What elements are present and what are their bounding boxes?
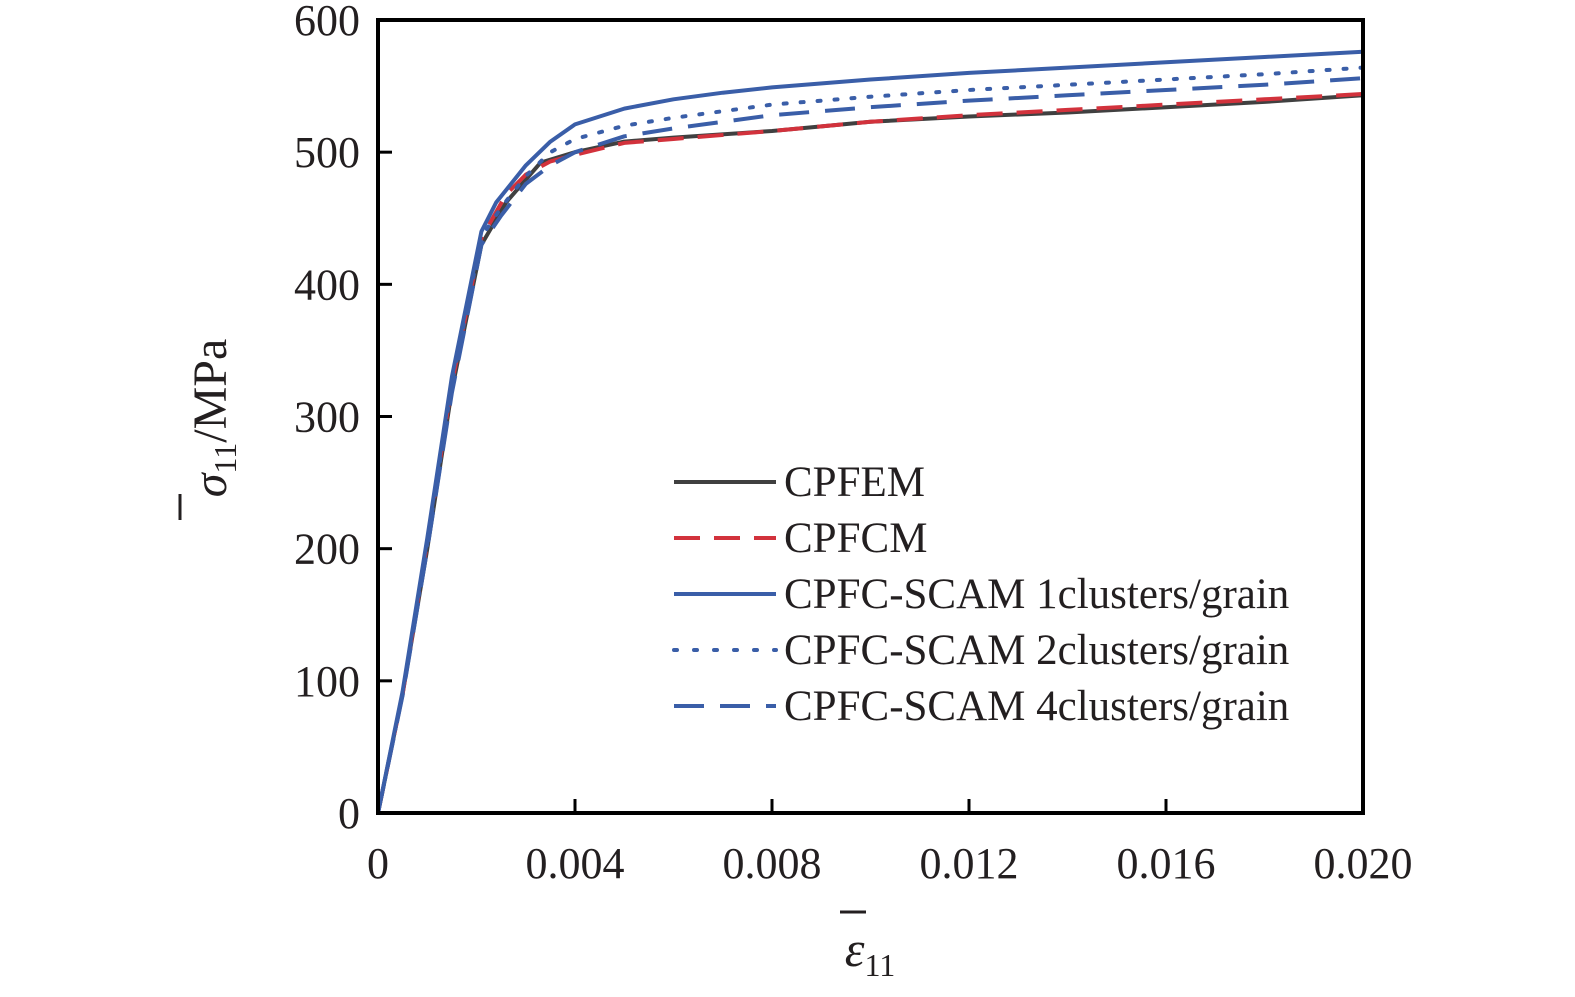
series-layer: [376, 49, 1365, 815]
legend: CPFEM CPFCM CPFC-SCAM 1clusters/grain CPFC-…: [672, 459, 1289, 730]
x-tick-label: 0.008: [723, 839, 822, 888]
y-axis-ticks: 0 100 200 300 400 500 600: [294, 0, 392, 838]
y-tick-label: 300: [294, 393, 360, 442]
x-tick-label: 0.012: [920, 839, 1019, 888]
y-tick-label: 0: [338, 789, 360, 838]
legend-label-1: CPFEM: [784, 459, 925, 506]
legend-label-3: CPFC-SCAM 1clusters/grain: [784, 571, 1289, 618]
series-line-4: [376, 65, 1365, 815]
x-axis-subscript: 11: [864, 947, 895, 983]
y-tick-label: 600: [294, 0, 360, 45]
y-axis-title: σ11/MPa: [178, 339, 243, 520]
y-tick-label: 400: [294, 260, 360, 309]
x-tick-label: 0.004: [526, 839, 625, 888]
series-line-5: [376, 76, 1364, 814]
y-axis-symbol: σ: [184, 471, 237, 497]
legend-label-4: CPFC-SCAM 2clusters/grain: [784, 627, 1289, 674]
plot-frame: [376, 18, 1365, 815]
y-tick-label: 500: [294, 128, 360, 177]
x-tick-label: 0.020: [1314, 839, 1413, 888]
y-axis-subscript: 11: [207, 443, 243, 474]
svg-text:σ11/MPa: σ11/MPa: [184, 339, 243, 498]
svg-text:ε11: ε11: [845, 921, 896, 983]
x-tick-label: 0.016: [1117, 839, 1216, 888]
y-tick-label: 200: [294, 525, 360, 574]
y-tick-label: 100: [294, 657, 360, 706]
x-tick-label: 0: [367, 839, 389, 888]
legend-label-5: CPFC-SCAM 4clusters/grain: [784, 683, 1289, 730]
x-axis-title: ε11: [840, 910, 896, 983]
y-axis-unit: /MPa: [184, 339, 237, 443]
legend-label-2: CPFCM: [784, 515, 927, 562]
x-axis-symbol: ε: [845, 921, 865, 977]
x-axis-ticks: 0 0.004 0.008 0.012 0.016 0.020: [367, 799, 1413, 888]
